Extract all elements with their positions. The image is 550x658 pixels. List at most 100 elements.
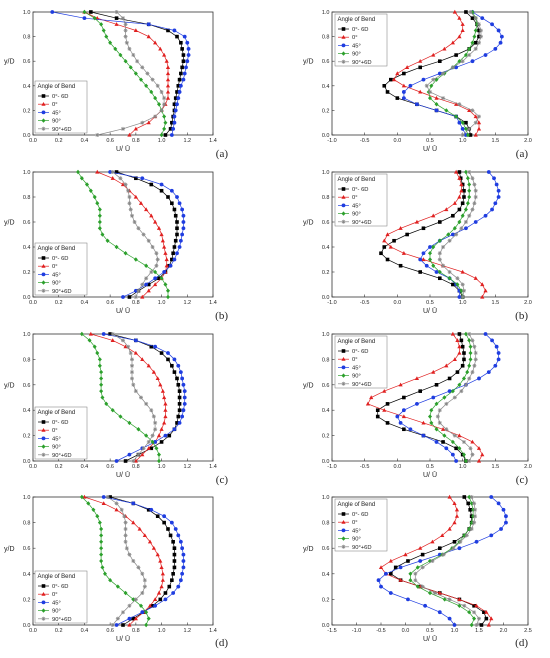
series-0° (382, 169, 488, 299)
legend-marker (41, 280, 46, 285)
legend-marker (341, 512, 346, 516)
data-point (460, 213, 465, 218)
data-point (428, 95, 432, 101)
data-point (178, 83, 183, 88)
data-point (127, 420, 132, 426)
data-point (154, 263, 159, 268)
y-tick-label: 1.0 (322, 495, 330, 501)
data-point (441, 96, 446, 101)
data-point (468, 133, 473, 137)
data-point (167, 433, 172, 438)
data-point (462, 357, 466, 362)
series-90°+6D (105, 495, 147, 627)
data-point (151, 414, 156, 419)
data-point (100, 565, 105, 570)
data-point (87, 338, 92, 343)
data-point (467, 363, 472, 368)
legend-title: Angle of Bend (38, 246, 76, 252)
data-point (149, 507, 154, 512)
data-point (463, 382, 468, 387)
data-point (460, 126, 465, 131)
data-point (460, 182, 465, 187)
x-tick-label: 0.2 (55, 138, 63, 144)
data-point (131, 501, 136, 506)
data-point (140, 65, 145, 70)
series-90°+6D (424, 10, 483, 137)
data-point (133, 71, 138, 76)
data-point (157, 458, 161, 464)
legend: Angle of Bend 0°- 6D 0° 45° 90° 90°+6D (34, 80, 88, 134)
y-tick-label: 1.0 (23, 170, 31, 176)
data-point (486, 170, 491, 174)
x-tick-label: 1.2 (183, 138, 191, 144)
data-point (463, 207, 468, 212)
data-point (128, 351, 133, 356)
y-tick-label: 0.2 (322, 108, 330, 114)
data-point (428, 245, 432, 249)
data-point (408, 571, 413, 576)
legend-marker (41, 600, 46, 605)
data-point (159, 427, 164, 431)
x-tick-label: 1.0 (459, 300, 467, 306)
data-point (462, 603, 467, 608)
data-point (86, 501, 91, 506)
data-point (133, 288, 138, 293)
data-point (108, 495, 112, 499)
legend-marker (41, 592, 46, 596)
legend-entry: 0°- 6D (52, 94, 69, 100)
data-point (447, 270, 452, 274)
data-point (171, 126, 176, 131)
data-point (454, 514, 460, 518)
data-point (180, 546, 185, 551)
data-point (457, 433, 462, 438)
legend-entry: 0°- 6D (352, 187, 369, 193)
data-point (103, 571, 107, 576)
legend-entry: 0°- 6D (352, 27, 369, 33)
data-point (434, 77, 439, 82)
data-point (499, 527, 503, 531)
series-0° (378, 494, 494, 627)
data-point (182, 389, 187, 394)
data-point (146, 508, 151, 512)
legend-marker (41, 584, 46, 588)
data-point (465, 369, 470, 375)
data-point (153, 95, 158, 101)
data-point (182, 71, 187, 76)
data-point (160, 238, 165, 243)
legend-marker (41, 616, 46, 621)
x-tick-label: -1.0 (327, 300, 336, 306)
x-tick-label: 1.5 (492, 300, 500, 306)
x-tick-label: 1.5 (492, 464, 500, 470)
legend-box (34, 570, 88, 624)
data-point (175, 102, 179, 107)
data-point (389, 572, 393, 576)
data-point (100, 232, 105, 237)
data-point (421, 226, 426, 231)
data-point (127, 603, 132, 608)
series-90°+6D (110, 170, 160, 299)
data-point (484, 610, 489, 614)
legend-entry: 0°- 6D (352, 349, 369, 355)
data-point (408, 427, 413, 432)
data-point (163, 591, 168, 595)
data-point (123, 520, 128, 525)
y-tick-label: 0.8 (322, 195, 330, 201)
y-tick-label: 0.2 (23, 270, 31, 276)
legend-entry: 0° (352, 35, 358, 41)
data-point (389, 77, 393, 82)
data-point (79, 176, 84, 181)
data-point (132, 220, 137, 224)
data-point (454, 459, 459, 463)
data-point (429, 83, 434, 88)
data-point (163, 433, 168, 438)
data-point (170, 363, 174, 368)
data-point (467, 610, 472, 615)
data-point (114, 16, 119, 20)
data-point (108, 170, 113, 174)
data-point (118, 176, 123, 181)
data-point (467, 459, 472, 463)
data-point (105, 495, 110, 499)
data-point (452, 433, 457, 438)
legend-marker (341, 373, 346, 378)
panel-label: (c) (216, 474, 229, 486)
